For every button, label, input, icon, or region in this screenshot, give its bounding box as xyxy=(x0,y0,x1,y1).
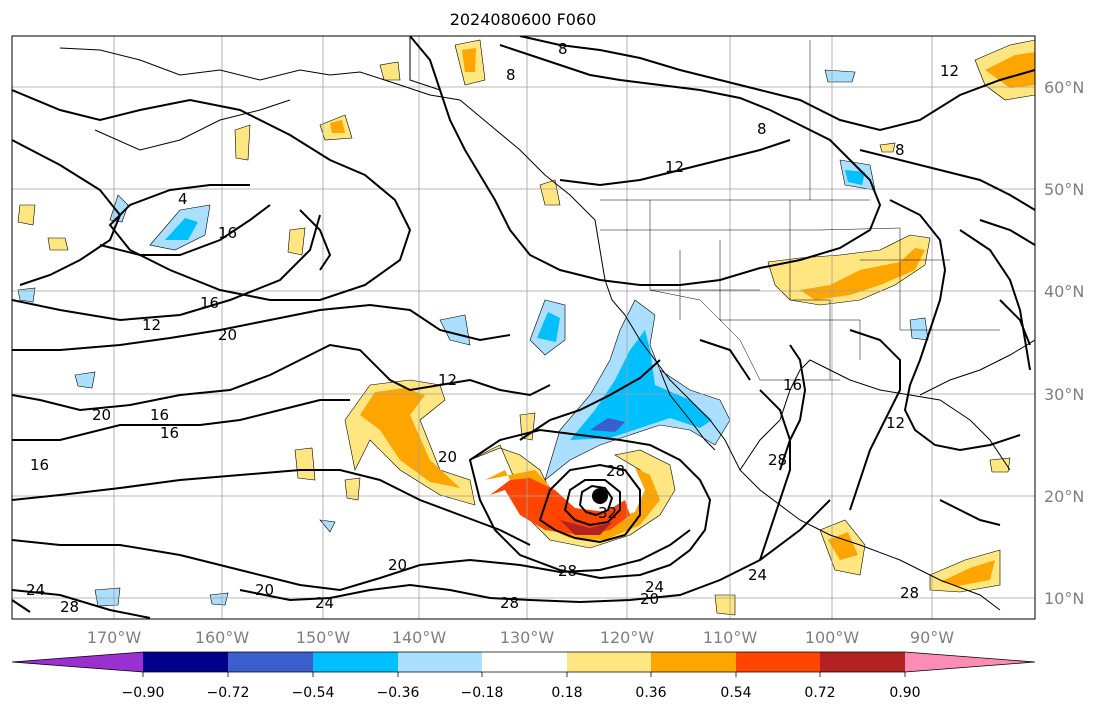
colorbar-extend-high xyxy=(905,652,1035,672)
latitude-labels: 60°N 50°N 40°N 30°N 20°N 10°N xyxy=(1044,78,1084,608)
contour-labels: 8 8 8 8 12 12 12 12 12 16 16 16 16 16 16… xyxy=(26,40,959,616)
colorbar-segment xyxy=(228,652,313,672)
contour-label: 16 xyxy=(200,294,219,312)
lon-label: 130°W xyxy=(500,628,555,647)
colorbar-segment xyxy=(567,652,651,672)
plot-area xyxy=(12,36,1035,619)
contour-label: 32 xyxy=(598,504,617,522)
contour-label: 12 xyxy=(886,414,905,432)
contour-label: 20 xyxy=(255,581,274,599)
contour-label: 24 xyxy=(315,594,334,612)
lon-label: 100°W xyxy=(805,628,860,647)
colorbar-extend-low xyxy=(12,652,143,672)
contour-label: 28 xyxy=(558,562,577,580)
lon-label: 170°W xyxy=(87,628,142,647)
contour-label: 28 xyxy=(900,584,919,602)
contour-label: 20 xyxy=(218,326,237,344)
colorbar-tick-label: −0.36 xyxy=(377,685,420,701)
contour-label: 8 xyxy=(895,141,905,159)
contour-label: 16 xyxy=(160,424,179,442)
contour-label: 28 xyxy=(768,451,787,469)
colorbar-tick-label: −0.54 xyxy=(292,685,335,701)
contour-label: 4 xyxy=(178,190,188,208)
longitude-labels: 170°W 160°W 150°W 140°W 130°W 120°W 110°… xyxy=(87,628,954,647)
colorbar-tick-label: 0.90 xyxy=(889,685,920,701)
contour-label: 20 xyxy=(92,406,111,424)
contour-label: 12 xyxy=(665,158,684,176)
colorbar-tick-label: −0.90 xyxy=(122,685,165,701)
negative-shading xyxy=(17,69,929,607)
lon-label: 150°W xyxy=(296,628,351,647)
contour-label: 16 xyxy=(150,406,169,424)
contour-label: 28 xyxy=(606,462,625,480)
colorbar-segment xyxy=(482,652,567,672)
lon-label: 140°W xyxy=(392,628,447,647)
contour-label: 20 xyxy=(388,556,407,574)
contour-label: 20 xyxy=(640,590,659,608)
contour-label: 24 xyxy=(26,581,45,599)
lat-label: 20°N xyxy=(1044,487,1084,506)
colorbar-tick-label: −0.18 xyxy=(461,685,504,701)
positive-shading xyxy=(17,39,1035,616)
lat-label: 10°N xyxy=(1044,589,1084,608)
contour-label: 12 xyxy=(940,62,959,80)
colorbar-segment xyxy=(143,652,228,672)
contour-label: 8 xyxy=(558,40,568,58)
contour-label: 28 xyxy=(60,598,79,616)
graticule xyxy=(12,36,1035,619)
height-contours xyxy=(12,36,1035,619)
plot-frame xyxy=(11,35,1036,620)
colorbar: −0.90 −0.72 −0.54 −0.36 −0.18 0.18 0.36 … xyxy=(11,651,1036,701)
contour-label: 12 xyxy=(142,316,161,334)
cyclone-center-icon xyxy=(592,488,608,504)
contour-label: 16 xyxy=(30,456,49,474)
contour-label: 16 xyxy=(783,376,802,394)
contour-label: 8 xyxy=(506,66,516,84)
lat-label: 40°N xyxy=(1044,282,1084,301)
contour-label: 16 xyxy=(218,224,237,242)
colorbar-segment xyxy=(313,652,398,672)
borders xyxy=(600,40,1000,381)
contour-label: 12 xyxy=(438,371,457,389)
colorbar-segment xyxy=(736,652,820,672)
contour-label: 8 xyxy=(757,120,767,138)
map-title: 2024080600 F060 xyxy=(449,10,597,29)
lon-label: 90°W xyxy=(910,628,954,647)
lat-label: 60°N xyxy=(1044,78,1084,97)
colorbar-tick-label: −0.72 xyxy=(207,685,250,701)
lat-label: 50°N xyxy=(1044,180,1084,199)
colorbar-tick-label: 0.36 xyxy=(635,685,666,701)
lon-label: 160°W xyxy=(195,628,250,647)
contour-label: 24 xyxy=(645,578,664,596)
contour-label: 20 xyxy=(438,448,457,466)
lon-label: 120°W xyxy=(600,628,655,647)
lon-label: 110°W xyxy=(703,628,758,647)
contour-label: 28 xyxy=(500,594,519,612)
colorbar-tick-label: 0.72 xyxy=(804,685,835,701)
colorbar-segment xyxy=(398,652,482,672)
lat-label: 30°N xyxy=(1044,385,1084,404)
contour-label: 24 xyxy=(748,566,767,584)
colorbar-tick-label: 0.18 xyxy=(551,685,582,701)
colorbar-segment xyxy=(651,652,736,672)
colorbar-tick-label: 0.54 xyxy=(720,685,751,701)
colorbar-segment xyxy=(820,652,905,672)
